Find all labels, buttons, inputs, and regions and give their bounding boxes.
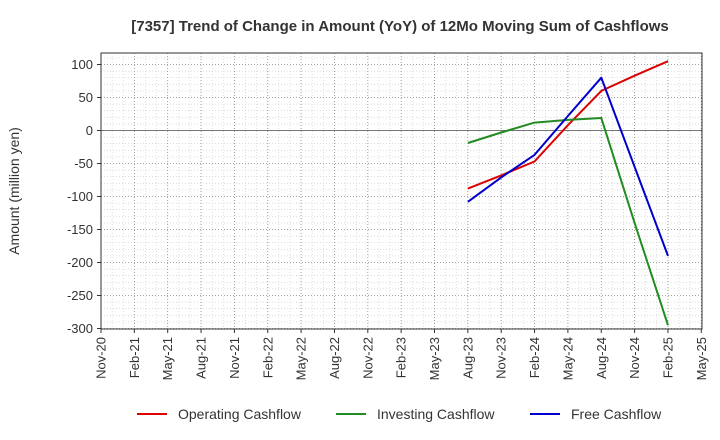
x-tick-label: Feb-22 (260, 337, 275, 378)
x-ticks: Nov-20 Feb-21 May-21 Aug-21 Nov-21 Feb-22 May-… (94, 329, 709, 380)
x-tick-label: May-21 (160, 337, 175, 380)
x-tick-label: Feb-23 (394, 337, 409, 378)
legend-label-1: Operating Cashflow (178, 406, 302, 422)
x-tick-label: Feb-24 (527, 337, 542, 378)
y-tick-label: 100 (71, 57, 93, 72)
x-tick-label: Aug-24 (594, 337, 609, 379)
y-tick-label: -150 (67, 222, 93, 237)
x-tick-label: May-24 (560, 337, 575, 380)
x-tick-label: Aug-22 (327, 337, 342, 379)
x-tick-label: May-25 (694, 337, 709, 380)
series-line-1 (467, 60, 669, 190)
y-tick-label: 50 (79, 90, 93, 105)
y-tick-label: -200 (67, 255, 93, 270)
y-tick-label: 0 (86, 123, 93, 138)
y-tick-label: -300 (67, 321, 93, 336)
x-tick-label: Nov-20 (94, 337, 109, 379)
y-tick-label: -50 (74, 156, 93, 171)
x-tick-label: Feb-21 (127, 337, 142, 378)
legend-label-3: Free Cashflow (571, 406, 662, 422)
x-tick-label: Nov-24 (627, 337, 642, 379)
x-tick-label: May-23 (427, 337, 442, 380)
series-line-3 (467, 76, 669, 257)
legend-label-2: Investing Cashflow (377, 406, 495, 422)
y-ticks: 100 50 0 -50 -100 -150 -200 -250 -300 (67, 57, 101, 336)
y-tick-label: -100 (67, 189, 93, 204)
x-tick-label: Aug-23 (460, 337, 475, 379)
series-lines (467, 60, 669, 326)
y-axis-label: Amount (million yen) (6, 127, 22, 255)
chart-title: [7357] Trend of Change in Amount (YoY) o… (131, 18, 669, 35)
series-line-2 (467, 117, 669, 326)
x-tick-label: May-22 (294, 337, 309, 380)
x-tick-label: Nov-21 (227, 337, 242, 379)
x-tick-label: Nov-23 (494, 337, 509, 379)
x-tick-label: Feb-25 (661, 337, 676, 378)
grid (101, 53, 702, 329)
legend: Operating Cashflow Investing Cashflow Free… (137, 406, 662, 422)
x-tick-label: Nov-22 (360, 337, 375, 379)
y-tick-label: -250 (67, 288, 93, 303)
x-tick-label: Aug-21 (194, 337, 209, 379)
